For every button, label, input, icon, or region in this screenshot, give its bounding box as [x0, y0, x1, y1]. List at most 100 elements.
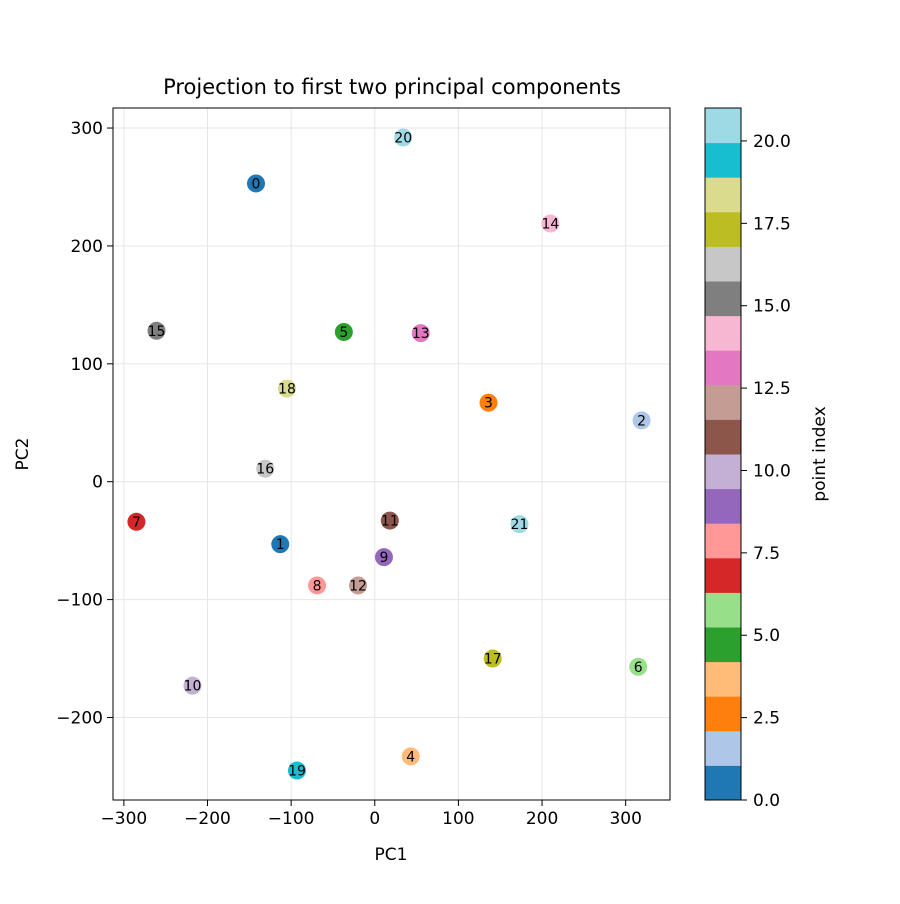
colorbar-tick-label: 0.0	[753, 791, 780, 811]
y-tick-label: 0	[92, 473, 103, 493]
data-point-marker	[411, 324, 430, 343]
data-point-label: 15	[148, 324, 166, 340]
data-point-label: 14	[541, 217, 559, 233]
data-point-3: 3	[479, 393, 498, 412]
colorbar-segment	[705, 523, 741, 559]
colorbar-segment	[705, 177, 741, 213]
x-tick-label: 300	[609, 809, 641, 829]
colorbar-segment	[705, 454, 741, 490]
data-point-marker	[271, 535, 290, 554]
colorbar-tick-label: 12.5	[753, 379, 791, 399]
data-point-label: 10	[184, 679, 202, 695]
colorbar-title: point index	[810, 406, 830, 501]
colorbar-segment	[705, 592, 741, 628]
colorbar-segment	[705, 765, 741, 801]
colorbar-tick-label: 10.0	[753, 461, 791, 481]
data-point-label: 17	[484, 652, 502, 668]
data-point-marker	[629, 657, 648, 676]
data-point-19: 19	[287, 761, 306, 780]
data-point-marker	[308, 576, 327, 595]
data-point-marker	[147, 321, 166, 340]
x-axis-title: PC1	[375, 845, 408, 865]
x-tick-label: −200	[184, 809, 231, 829]
colorbar-segment	[705, 108, 741, 144]
colorbar-segment	[705, 315, 741, 351]
data-point-12: 12	[349, 576, 368, 595]
colorbar-segment	[705, 661, 741, 697]
y-axis-ticks: −200 −100 0 100 200 300	[56, 119, 113, 728]
y-axis-title: PC2	[13, 438, 33, 471]
plot-frame	[112, 107, 671, 801]
y-tick-label: −200	[56, 708, 103, 728]
colorbar-segment	[705, 350, 741, 386]
data-point-marker	[247, 174, 266, 193]
data-point-10: 10	[183, 676, 202, 695]
data-point-label: 8	[313, 578, 322, 594]
x-tick-label: 200	[526, 809, 558, 829]
colorbar-segment	[705, 384, 741, 420]
colorbar-tick-label: 15.0	[753, 297, 791, 317]
x-axis-ticks: −300 −200 −100 0 100 200 300	[101, 800, 642, 829]
colorbar-tick-label: 17.5	[753, 214, 791, 234]
y-tick-label: 100	[71, 355, 103, 375]
data-point-label: 1	[276, 537, 285, 553]
colorbar-segment	[705, 419, 741, 455]
data-point-marker	[394, 128, 413, 147]
x-tick-label: −100	[268, 809, 315, 829]
data-point-17: 17	[483, 649, 502, 668]
data-point-11: 11	[380, 511, 399, 530]
data-point-7: 7	[127, 512, 146, 531]
data-point-label: 12	[349, 578, 367, 594]
data-point-marker	[380, 511, 399, 530]
data-point-marker	[541, 214, 560, 233]
data-point-6: 6	[629, 657, 648, 676]
data-point-label: 20	[394, 130, 412, 146]
data-point-marker	[334, 322, 353, 341]
x-tick-label: −300	[101, 809, 148, 829]
data-point-4: 4	[401, 747, 420, 766]
data-point-label: 0	[252, 176, 261, 192]
x-tick-label: 0	[369, 809, 380, 829]
data-point-marker	[374, 548, 393, 567]
data-point-label: 11	[381, 514, 399, 530]
colorbar-segment	[705, 730, 741, 766]
colorbar-segment	[705, 211, 741, 247]
data-point-marker	[632, 411, 651, 430]
data-point-marker	[401, 747, 420, 766]
data-point-1: 1	[271, 535, 290, 554]
data-point-15: 15	[147, 321, 166, 340]
data-point-5: 5	[334, 322, 353, 341]
colorbar-segment	[705, 696, 741, 732]
data-point-label: 16	[256, 462, 274, 478]
data-point-13: 13	[411, 324, 430, 343]
colorbar-segment	[705, 557, 741, 593]
data-point-label: 3	[484, 396, 493, 412]
data-point-8: 8	[308, 576, 327, 595]
data-point-20: 20	[394, 128, 413, 147]
x-tick-label: 100	[442, 809, 474, 829]
colorbar-segment	[705, 142, 741, 178]
data-point-label: 4	[406, 749, 415, 765]
data-point-label: 19	[288, 764, 306, 780]
data-point-18: 18	[277, 379, 296, 398]
data-point-marker	[256, 459, 275, 478]
data-point-16: 16	[256, 459, 275, 478]
colorbar-tick-label: 7.5	[753, 544, 780, 564]
data-point-label: 18	[278, 382, 296, 398]
data-point-0: 0	[247, 174, 266, 193]
data-point-marker	[127, 512, 146, 531]
data-point-label: 7	[132, 515, 141, 531]
data-point-9: 9	[374, 548, 393, 567]
colorbar-segment	[705, 246, 741, 282]
data-point-marker	[479, 393, 498, 412]
data-point-14: 14	[541, 214, 560, 233]
data-point-marker	[277, 379, 296, 398]
data-point-2: 2	[632, 411, 651, 430]
colorbar-tick-label: 20.0	[753, 132, 791, 152]
chart-title: Projection to first two principal compon…	[163, 75, 621, 99]
y-tick-label: −100	[56, 591, 103, 611]
data-point-label: 6	[634, 660, 643, 676]
